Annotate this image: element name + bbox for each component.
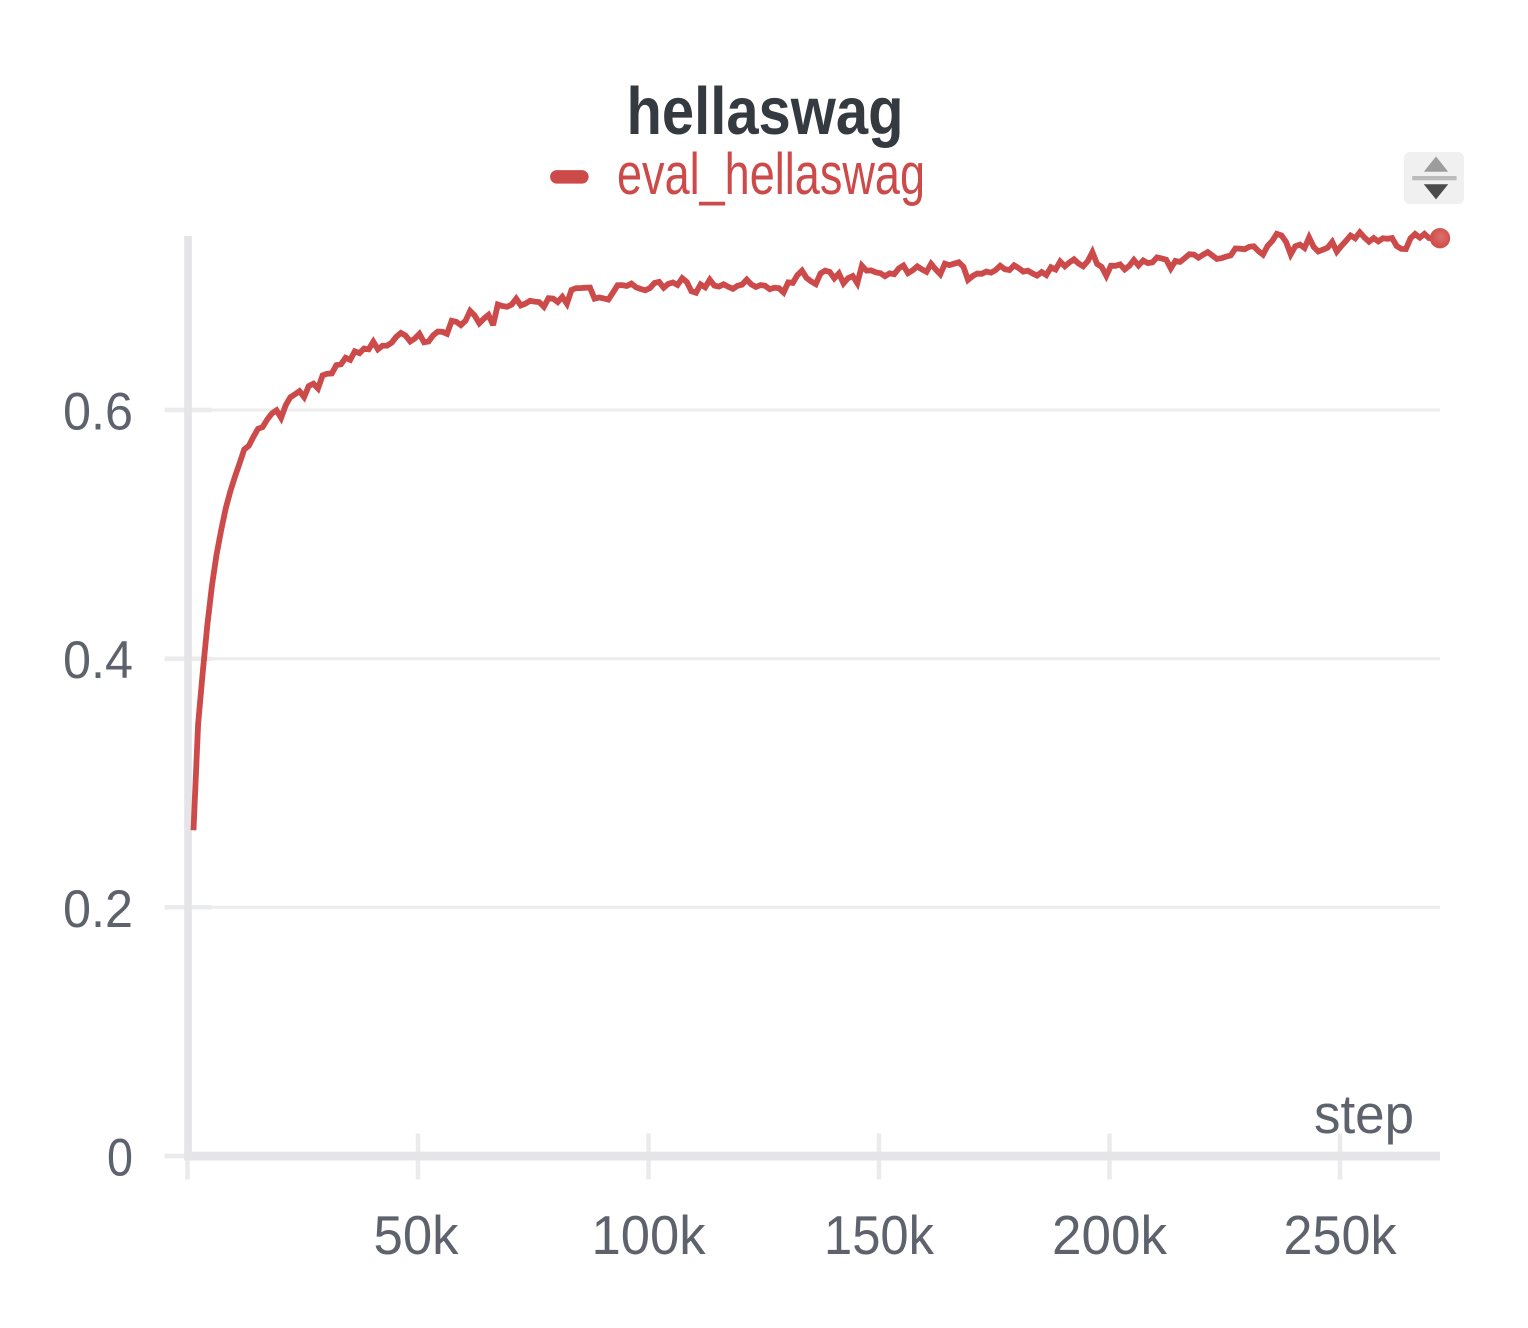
svg-text:0: 0 bbox=[107, 1129, 133, 1188]
svg-text:step: step bbox=[1314, 1083, 1414, 1145]
svg-text:0.2: 0.2 bbox=[63, 880, 133, 939]
svg-text:50k: 50k bbox=[374, 1204, 459, 1266]
svg-text:200k: 200k bbox=[1052, 1204, 1167, 1266]
svg-text:eval_hellaswag: eval_hellaswag bbox=[617, 142, 925, 207]
svg-text:hellaswag: hellaswag bbox=[627, 74, 904, 149]
svg-text:0.4: 0.4 bbox=[63, 631, 133, 690]
svg-text:100k: 100k bbox=[592, 1204, 706, 1266]
svg-text:0.6: 0.6 bbox=[63, 383, 133, 442]
svg-text:250k: 250k bbox=[1284, 1204, 1397, 1266]
svg-text:150k: 150k bbox=[824, 1204, 934, 1266]
